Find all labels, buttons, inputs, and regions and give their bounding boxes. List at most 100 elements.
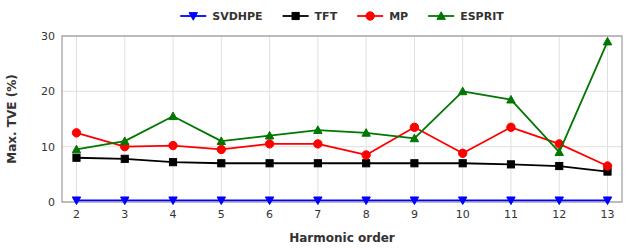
series-line xyxy=(76,42,607,153)
legend-item: MP xyxy=(357,10,408,23)
series-marker xyxy=(218,160,225,167)
series-marker xyxy=(507,123,515,131)
series-marker xyxy=(314,140,322,148)
y-tick-label: 0 xyxy=(48,196,55,209)
legend-item: TFT xyxy=(283,10,338,23)
x-tick-label: 11 xyxy=(504,208,518,221)
legend-item: SVDHPE xyxy=(180,10,262,23)
series-marker xyxy=(410,134,418,142)
x-grid-line xyxy=(269,36,270,202)
series-marker xyxy=(603,162,611,170)
series-marker xyxy=(458,87,466,95)
series-marker xyxy=(169,159,176,166)
chart-container: 0 10 20 30 2 3 4 5 6 7 8 9 10 11 12 13 Harmonic order Max… xyxy=(0,0,640,250)
y-grid-line xyxy=(62,91,622,92)
x-grid-line xyxy=(462,36,463,202)
x-tick-label: 5 xyxy=(218,208,225,221)
legend-marker xyxy=(292,12,299,19)
series xyxy=(72,37,611,155)
series-marker xyxy=(555,148,563,156)
series-marker xyxy=(362,151,370,159)
series-line xyxy=(76,127,607,166)
x-grid-line xyxy=(414,36,415,202)
x-grid-line xyxy=(510,36,511,202)
x-tick-label: 8 xyxy=(363,208,370,221)
series-marker xyxy=(72,129,80,137)
x-tick-label: 6 xyxy=(266,208,273,221)
series-marker xyxy=(362,197,370,205)
x-tick-label: 4 xyxy=(170,208,177,221)
x-grid-line xyxy=(76,36,77,202)
x-tick-label: 10 xyxy=(456,208,470,221)
legend: SVDHPE TFT MP ESPRIT xyxy=(180,10,504,23)
series-marker xyxy=(169,141,177,149)
x-grid-line xyxy=(366,36,367,202)
x-tick-label: 2 xyxy=(73,208,80,221)
series-marker xyxy=(72,197,80,205)
x-grid-line xyxy=(317,36,318,202)
series-marker xyxy=(603,37,611,45)
y-tick-label: 20 xyxy=(41,85,55,98)
legend-label: ESPRIT xyxy=(460,10,504,23)
grid xyxy=(62,36,622,202)
series-marker xyxy=(458,149,466,157)
series-marker xyxy=(410,197,418,205)
plot-frame xyxy=(62,36,622,202)
series-marker xyxy=(314,126,322,134)
series-marker xyxy=(363,160,370,167)
x-axis-label: Harmonic order xyxy=(289,231,395,245)
x-grid-line xyxy=(124,36,125,202)
series xyxy=(72,197,611,205)
x-tick-label: 3 xyxy=(121,208,128,221)
series-marker xyxy=(217,197,225,205)
y-axis-label: Max. TVE (%) xyxy=(5,74,19,163)
series-marker xyxy=(459,160,466,167)
series-marker xyxy=(169,112,177,120)
legend-marker xyxy=(437,12,445,20)
series-marker xyxy=(121,197,129,205)
series-marker xyxy=(265,140,273,148)
legend-marker xyxy=(366,12,374,20)
series-marker xyxy=(603,197,611,205)
series-marker xyxy=(314,160,321,167)
series-marker xyxy=(266,160,273,167)
series-marker xyxy=(458,197,466,205)
series-marker xyxy=(410,123,418,131)
x-grid-line xyxy=(221,36,222,202)
series-marker xyxy=(265,131,273,139)
series-marker xyxy=(507,161,514,168)
y-tick-label: 30 xyxy=(41,30,55,43)
x-grid-line xyxy=(559,36,560,202)
series-marker xyxy=(73,154,80,161)
series-marker xyxy=(555,197,563,205)
axes: 0 10 20 30 2 3 4 5 6 7 8 9 10 11 12 13 Harmonic order Max… xyxy=(5,30,622,245)
x-tick-label: 12 xyxy=(552,208,566,221)
series xyxy=(72,123,611,170)
x-tick-label: 9 xyxy=(411,208,418,221)
series-marker xyxy=(72,145,80,153)
x-tick-label: 13 xyxy=(601,208,615,221)
series-marker xyxy=(314,197,322,205)
series-marker xyxy=(556,162,563,169)
legend-label: MP xyxy=(389,10,408,23)
plot-area xyxy=(72,37,611,204)
series-marker xyxy=(362,129,370,137)
series-marker xyxy=(411,160,418,167)
series-marker xyxy=(265,197,273,205)
y-tick-label: 10 xyxy=(41,141,55,154)
series-marker xyxy=(507,95,515,103)
series-marker xyxy=(121,155,128,162)
legend-label: SVDHPE xyxy=(212,10,262,23)
series-marker xyxy=(217,137,225,145)
series-line xyxy=(76,199,607,201)
series-line xyxy=(76,158,607,172)
chart-svg: 0 10 20 30 2 3 4 5 6 7 8 9 10 11 12 13 Harmonic order Max… xyxy=(0,0,640,250)
series-marker xyxy=(217,145,225,153)
series-marker xyxy=(121,137,129,145)
x-tick-label: 7 xyxy=(314,208,321,221)
series-marker xyxy=(507,197,515,205)
series xyxy=(73,154,611,175)
legend-marker xyxy=(189,13,197,21)
legend-item: ESPRIT xyxy=(428,10,504,23)
legend-label: TFT xyxy=(315,10,338,23)
